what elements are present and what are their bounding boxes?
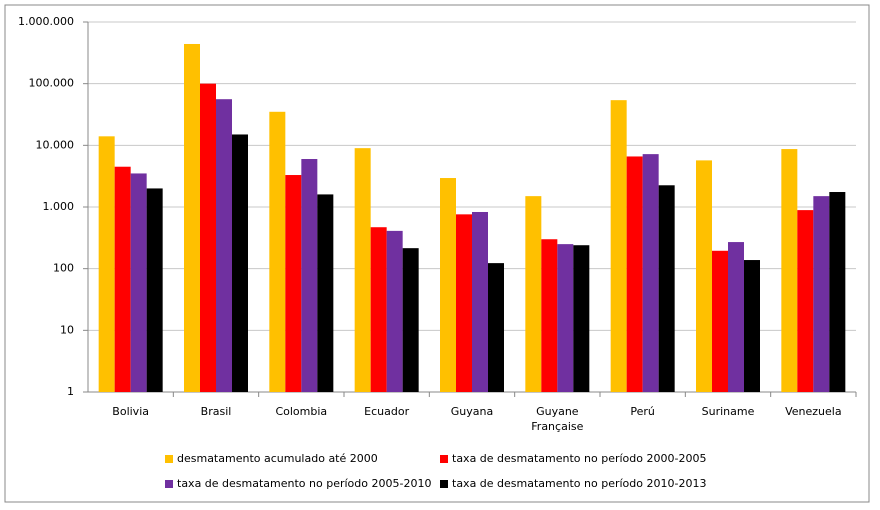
x-tick-label: Guyane Française <box>531 405 584 433</box>
bar <box>130 173 147 392</box>
bar <box>440 178 456 392</box>
bar <box>744 260 760 392</box>
x-tick-label: Venezuela <box>785 405 842 418</box>
bar <box>98 136 115 392</box>
bar <box>626 156 643 392</box>
legend-label: desmatamento acumulado até 2000 <box>177 452 378 465</box>
bar <box>813 196 830 392</box>
bar <box>200 83 216 393</box>
bar <box>386 230 403 392</box>
bar <box>781 149 798 392</box>
bar <box>285 175 302 392</box>
bar <box>232 134 248 392</box>
bar <box>797 210 814 392</box>
bar <box>456 214 472 392</box>
bar <box>610 100 627 392</box>
bar <box>354 148 371 392</box>
x-tick-label: Guyana <box>450 405 494 418</box>
y-tick-label: 1 <box>67 385 74 398</box>
y-tick-label: 100.000 <box>29 77 75 90</box>
bar <box>370 227 387 392</box>
bar <box>573 245 590 392</box>
y-tick-label: 10.000 <box>36 138 75 151</box>
bar <box>488 263 504 392</box>
bar <box>146 188 163 392</box>
bar <box>712 250 728 392</box>
bar <box>658 185 675 392</box>
y-tick-label: 1.000.000 <box>18 15 74 28</box>
legend-swatch <box>440 455 448 463</box>
legend-swatch <box>440 480 448 488</box>
bar <box>696 160 712 392</box>
legend-label: taxa de desmatamento no período 2005-201… <box>177 477 431 490</box>
x-tick-label: Bolivia <box>112 405 149 418</box>
bar <box>216 99 232 392</box>
bar <box>642 154 659 392</box>
bar <box>525 196 542 392</box>
bar <box>829 192 846 392</box>
bar <box>541 239 558 392</box>
x-tick-label: Brasil <box>200 405 232 418</box>
x-tick-label: Perú <box>630 405 655 418</box>
y-tick-label: 1.000 <box>43 200 75 213</box>
bar <box>114 166 131 392</box>
bar <box>184 43 200 392</box>
legend-swatch <box>165 455 173 463</box>
bar <box>728 242 744 392</box>
y-tick-label: 100 <box>53 262 74 275</box>
x-tick-label: Suriname <box>701 405 755 418</box>
x-tick-label: Colombia <box>275 405 328 418</box>
bar <box>269 111 286 392</box>
bar <box>301 159 318 392</box>
x-tick-label: Ecuador <box>364 405 410 418</box>
legend-swatch <box>165 480 173 488</box>
bar <box>557 244 574 392</box>
bar <box>402 248 419 392</box>
y-tick-label: 10 <box>60 323 74 336</box>
legend-label: taxa de desmatamento no período 2010-201… <box>452 477 706 490</box>
legend-label: taxa de desmatamento no período 2000-200… <box>452 452 706 465</box>
bar <box>472 211 488 392</box>
bar <box>317 194 334 392</box>
